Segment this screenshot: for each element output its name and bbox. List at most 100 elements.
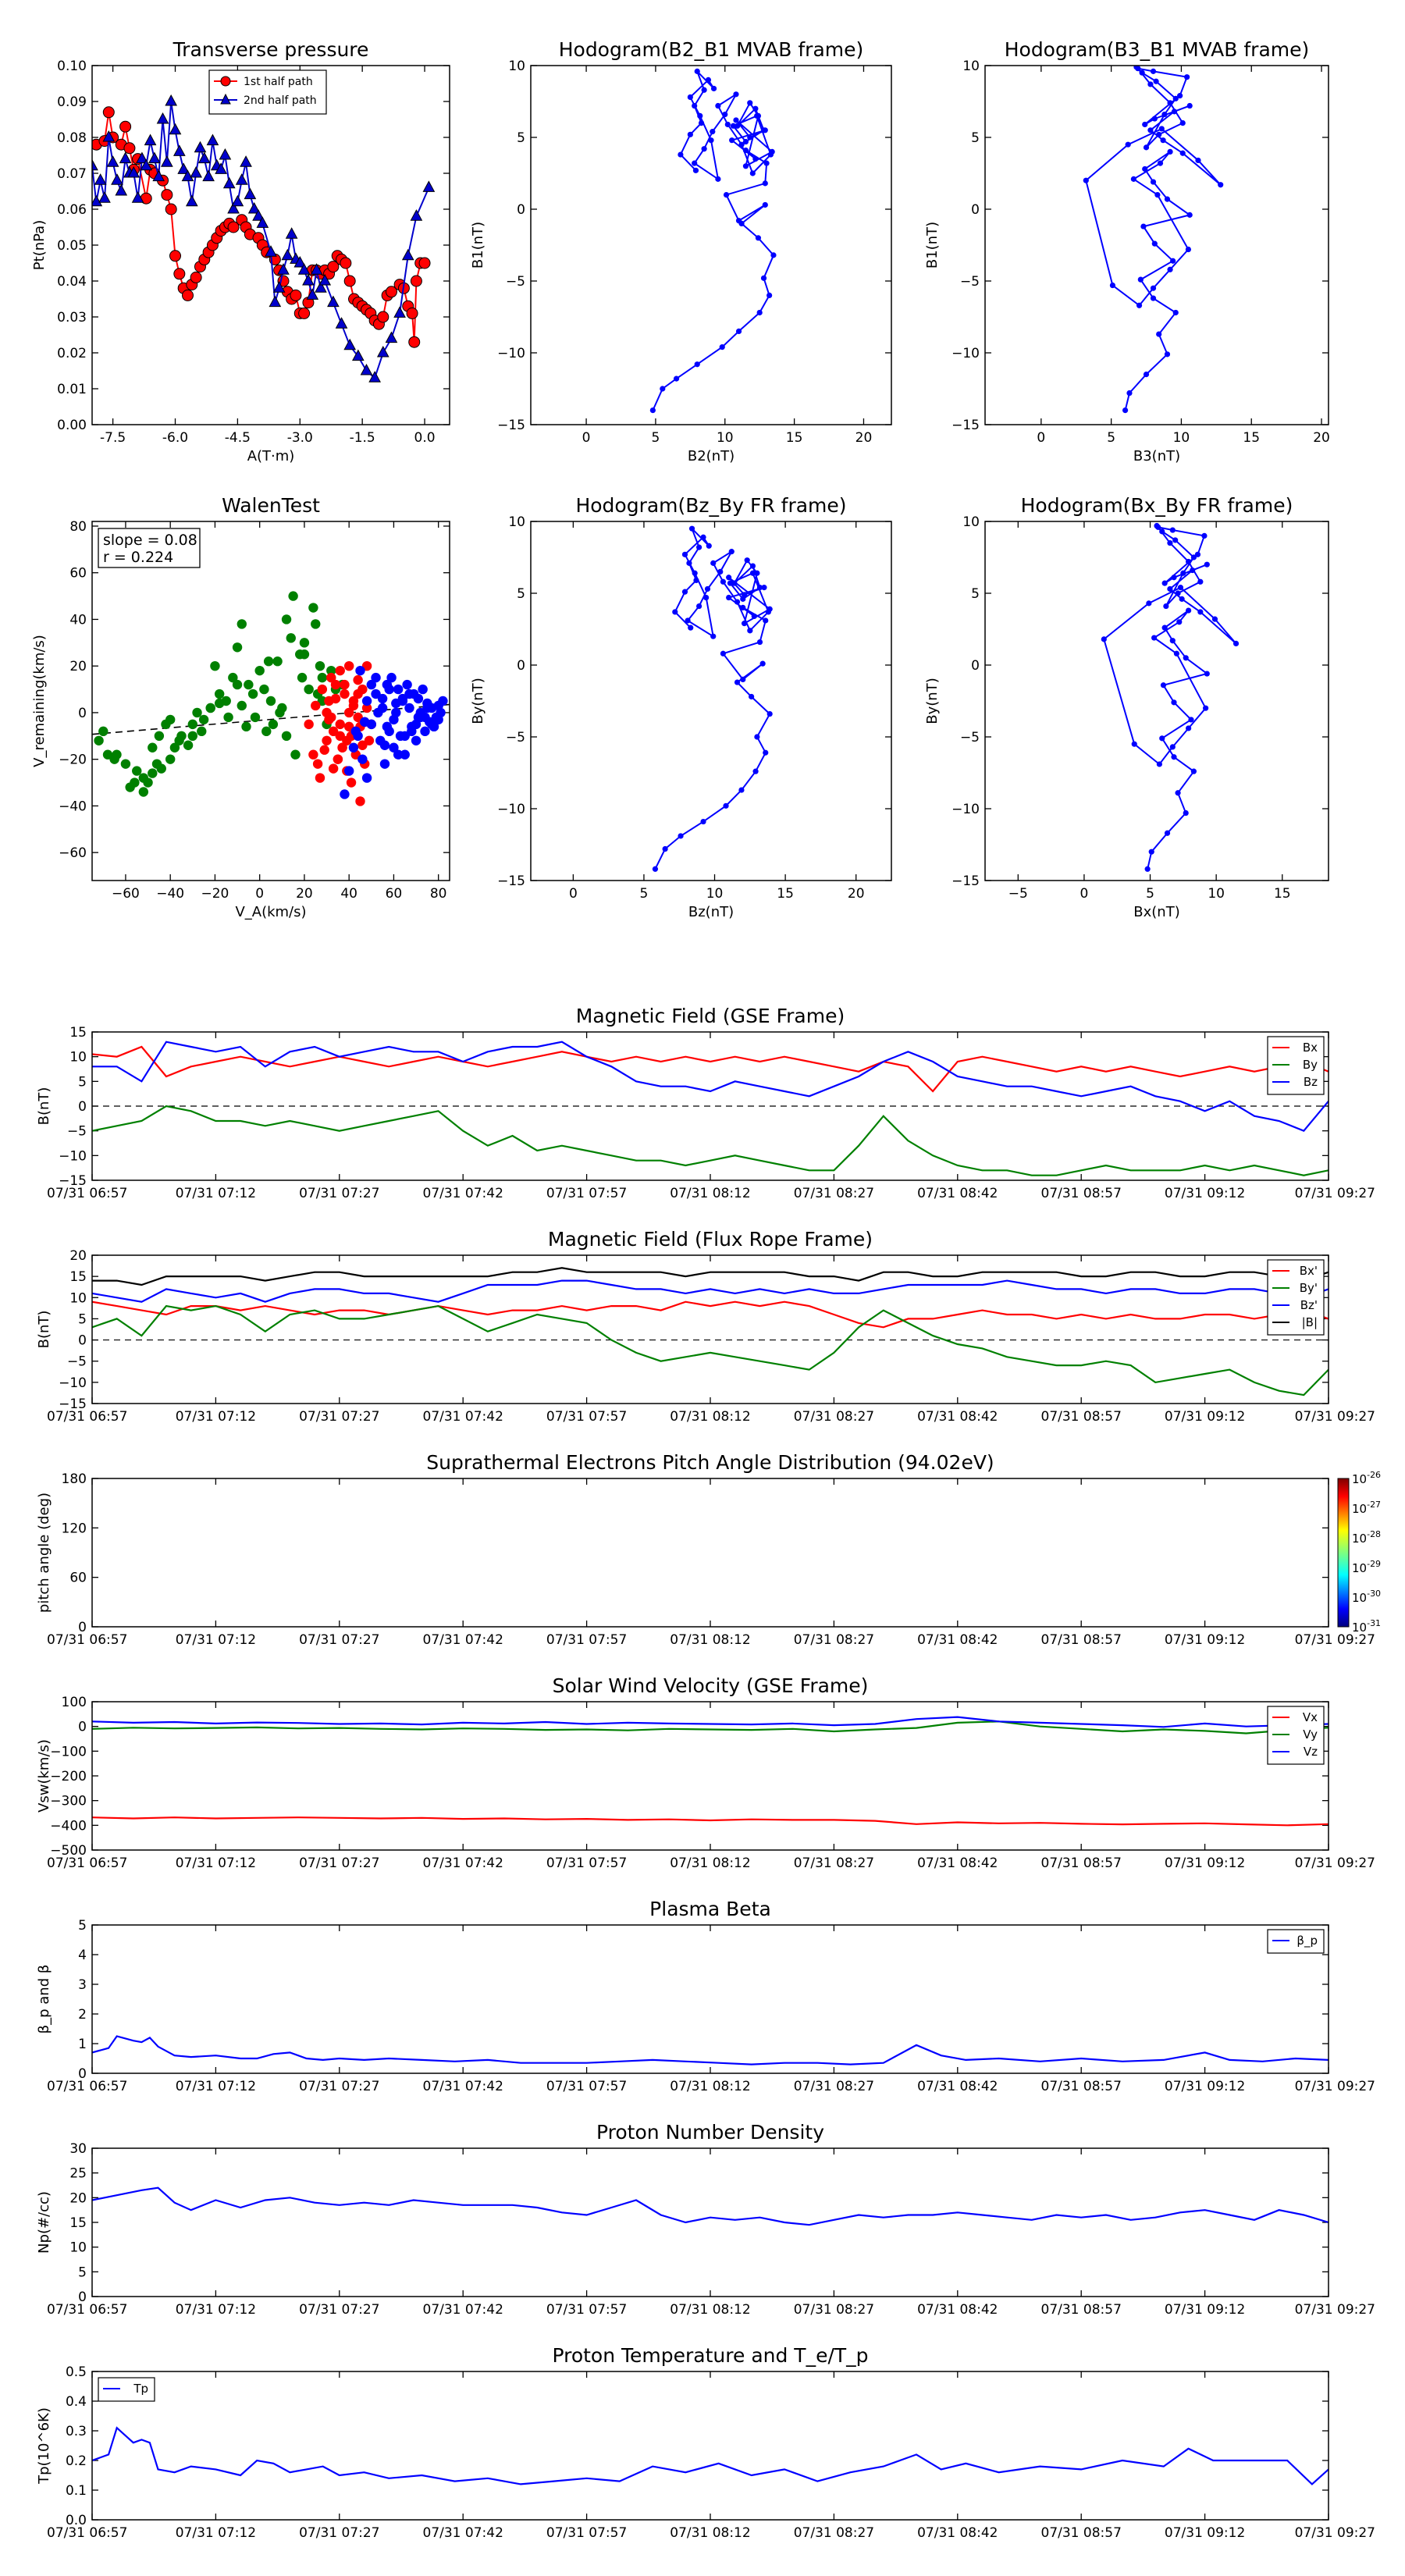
data-point (740, 604, 746, 611)
data-point (379, 740, 390, 750)
data-point (343, 338, 357, 350)
x-tick-label: 07/31 08:12 (670, 2525, 750, 2541)
data-point (298, 307, 311, 319)
series-line-Vx (92, 1816, 1329, 1827)
data-point (244, 679, 254, 690)
series-line-β_p (92, 2035, 1329, 2065)
x-tick-label: 07/31 06:57 (47, 1186, 127, 1201)
data-point (140, 158, 153, 171)
data-point (232, 679, 243, 690)
data-point (760, 127, 767, 133)
data-point (340, 679, 350, 690)
data-point (686, 560, 692, 566)
x-tick-label: 07/31 07:57 (546, 1856, 627, 1871)
data-point (377, 311, 389, 323)
data-point (1172, 309, 1179, 316)
data-point (1150, 285, 1157, 291)
data-point (187, 719, 198, 730)
y-tick-label: 20 (69, 2190, 87, 2206)
data-point (1156, 761, 1162, 767)
x-tick-label: 07/31 08:42 (917, 2302, 998, 2318)
data-point (346, 777, 357, 788)
fit-line (92, 703, 450, 735)
data-point (237, 700, 247, 711)
data-point (422, 180, 436, 192)
data-point (724, 121, 731, 128)
x-tick-label: 07/31 08:27 (794, 2302, 874, 2318)
data-point (1204, 671, 1210, 677)
data-point (1153, 78, 1159, 84)
data-point (742, 163, 749, 169)
data-point (1179, 150, 1186, 156)
y-tick-label: 10 (69, 1290, 87, 1306)
data-point (268, 719, 279, 730)
y-axis-label: β_p and β (36, 1965, 52, 2034)
legend-label: By (1303, 1058, 1318, 1072)
data-point (297, 263, 311, 275)
data-point (1175, 790, 1181, 796)
data-point (127, 165, 140, 178)
x-tick-label: 07/31 07:27 (299, 1632, 379, 1648)
data-point (389, 742, 399, 753)
y-tick-label: 0.07 (57, 166, 87, 182)
x-tick-label: 07/31 06:57 (47, 1856, 127, 1871)
data-point (1171, 109, 1178, 115)
data-point (688, 624, 694, 631)
y-tick-label: 0.03 (57, 310, 87, 326)
data-point (767, 292, 773, 298)
data-point (194, 141, 207, 153)
y-tick-label: 10 (962, 59, 980, 74)
data-point (1160, 682, 1167, 688)
y-tick-label: −15 (59, 1173, 87, 1189)
data-point (662, 845, 668, 852)
chart-title: Solar Wind Velocity (GSE Frame) (553, 1674, 869, 1697)
data-point (308, 603, 318, 613)
y-tick-label: 0 (78, 1099, 87, 1115)
data-point (352, 349, 365, 361)
x-tick-label: 07/31 09:27 (1295, 1186, 1375, 1201)
data-point (94, 735, 104, 745)
data-point (1194, 551, 1201, 557)
data-point (386, 672, 397, 683)
data-point (148, 768, 158, 778)
data-point (747, 628, 753, 634)
data-point (205, 703, 215, 713)
x-tick-label: 07/31 08:12 (670, 1632, 750, 1648)
y-tick-label: 60 (69, 566, 87, 582)
data-point (1157, 160, 1164, 166)
y-tick-label: −20 (59, 753, 87, 768)
x-tick-label: 07/31 08:57 (1041, 1409, 1122, 1425)
data-point (343, 275, 356, 287)
data-point (734, 679, 741, 685)
data-point (355, 796, 365, 806)
data-point (1151, 240, 1158, 247)
data-point (715, 176, 721, 182)
data-point (373, 707, 383, 718)
x-tick-label: 07/31 09:27 (1295, 2079, 1375, 2094)
x-tick-label: 07/31 07:42 (423, 1632, 503, 1648)
data-point (738, 787, 745, 793)
y-tick-label: −15 (497, 418, 525, 433)
y-tick-label: 5 (971, 130, 980, 146)
y-tick-label: −10 (951, 802, 980, 817)
data-point (697, 112, 703, 119)
x-tick-label: 15 (777, 886, 794, 902)
legend: 1st half path 2nd half path (208, 69, 327, 115)
data-point (740, 676, 746, 683)
chart-hodogram_b2b1: Hodogram(B2_B1 MVAB frame) 0 5 10 15 20 −15 −10… (470, 38, 892, 464)
y-axis-label: B1(nT) (470, 222, 486, 269)
chart-plasma_beta: Plasma Beta 07/31 06:57 07/31 07:12 07/31 0… (36, 1898, 1375, 2094)
data-point (1211, 616, 1218, 622)
y-tick-label: 0.06 (57, 202, 87, 218)
data-point (726, 594, 732, 601)
data-point (169, 250, 182, 262)
data-point (368, 371, 381, 382)
data-point (138, 787, 149, 797)
data-point (330, 679, 341, 690)
data-point (1190, 768, 1197, 774)
x-tick-label: 07/31 07:27 (299, 1186, 379, 1201)
data-point (263, 656, 274, 667)
x-tick-label: 5 (1146, 886, 1154, 902)
colorbar-tick-label: 10-27 (1352, 1500, 1381, 1516)
